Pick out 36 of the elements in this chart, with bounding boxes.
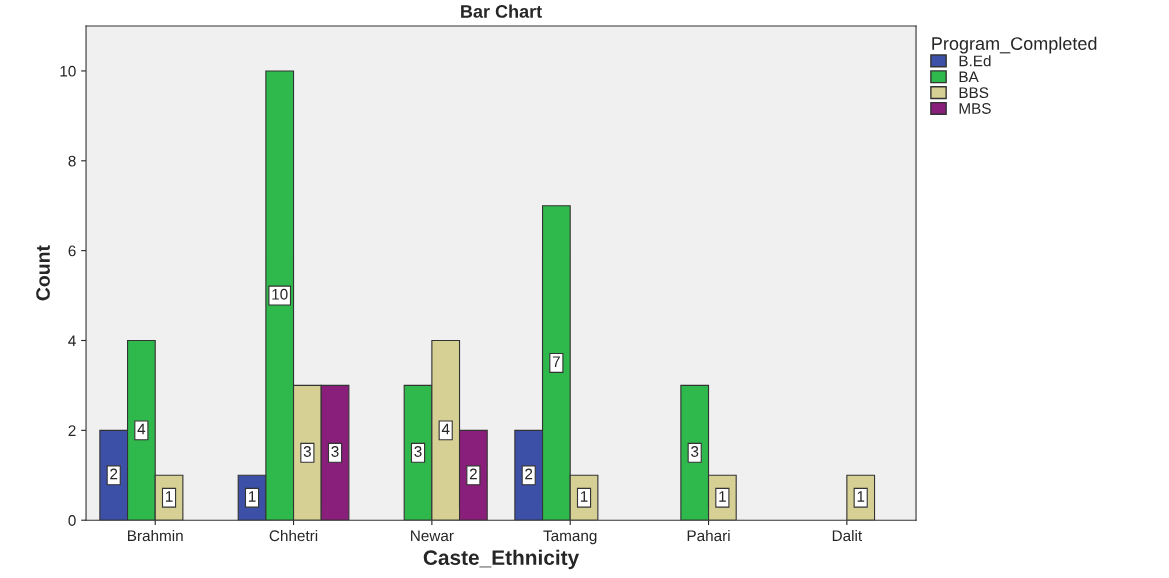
data-label: 2 <box>110 468 118 480</box>
data-label: 3 <box>691 446 699 457</box>
data-label: 1 <box>248 491 256 502</box>
data-label: 7 <box>552 356 560 367</box>
legend-label: B.Ed <box>959 55 991 67</box>
chart-title: Bar Chart <box>461 4 542 18</box>
legend-label: BA <box>959 71 979 83</box>
x-tick-label: Brahmin <box>128 529 183 542</box>
y-tick-label: 0 <box>68 515 76 526</box>
data-label: 4 <box>137 423 146 435</box>
data-label: 1 <box>580 491 588 502</box>
data-label: 3 <box>303 446 311 457</box>
data-label: 2 <box>525 468 533 480</box>
y-tick-label: 6 <box>68 245 76 257</box>
data-label: 3 <box>331 446 339 457</box>
x-tick-label: Chhetri <box>269 529 318 542</box>
data-label: 4 <box>441 423 450 435</box>
y-tick-label: 4 <box>68 335 76 347</box>
data-label: 2 <box>469 468 477 480</box>
x-axis-title: Caste_Ethnicity <box>423 549 580 570</box>
legend-label: BBS <box>959 87 989 99</box>
y-tick-label: 10 <box>60 65 76 77</box>
data-label: 1 <box>857 491 865 502</box>
x-tick-label: Dalit <box>832 529 863 542</box>
legend-title: Program_Completed <box>932 36 1097 54</box>
data-label: 1 <box>719 491 726 502</box>
x-tick-label: Tamang <box>543 530 597 545</box>
y-axis-title: Count <box>36 245 50 301</box>
legend-label: MBS <box>959 103 991 114</box>
data-label: 3 <box>414 446 422 457</box>
data-label: 10 <box>272 288 288 300</box>
data-label: 1 <box>165 491 173 502</box>
x-tick-label: Newar <box>411 530 454 542</box>
x-tick-label: Pahari <box>687 529 730 542</box>
y-tick-label: 2 <box>68 425 76 436</box>
y-tick-label: 8 <box>68 155 76 167</box>
